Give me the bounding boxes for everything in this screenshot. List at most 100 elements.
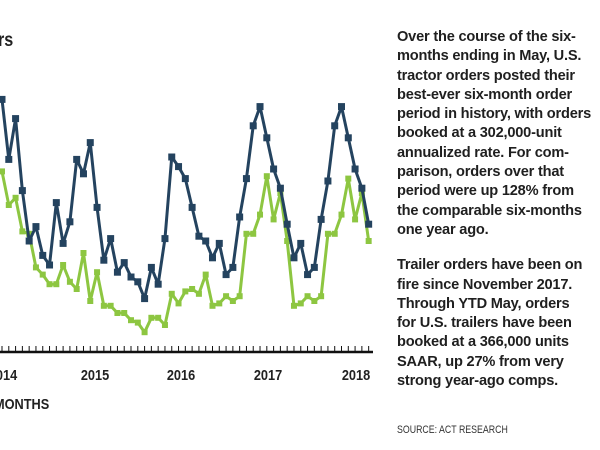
data-point-series-2 xyxy=(155,314,162,321)
data-point-series-2 xyxy=(114,310,121,316)
data-point-series-2 xyxy=(5,202,12,208)
chart-title-fragment: rs xyxy=(0,30,14,51)
data-point-series-2 xyxy=(250,230,257,237)
commentary-column: Over the course of the six-months ending… xyxy=(397,28,600,391)
data-point-series-1 xyxy=(141,295,149,303)
data-point-series-1 xyxy=(188,203,196,211)
text-line: annualized rate. For com- xyxy=(397,144,569,161)
data-point-series-1 xyxy=(59,239,67,247)
x-tick-label: 2014 xyxy=(0,366,17,383)
data-point-series-2 xyxy=(338,211,345,218)
data-point-series-1 xyxy=(46,261,54,269)
data-point-series-2 xyxy=(0,168,5,175)
data-point-series-2 xyxy=(19,228,26,235)
x-tick-label: 2016 xyxy=(167,366,196,383)
data-point-series-2 xyxy=(297,300,304,307)
data-point-series-1 xyxy=(283,220,291,228)
data-point-series-1 xyxy=(351,165,359,173)
data-point-series-1 xyxy=(134,278,142,286)
text-line: booked at a 366,000 units xyxy=(397,334,569,351)
data-point-series-2 xyxy=(216,300,223,307)
data-point-series-2 xyxy=(284,238,291,244)
data-point-series-2 xyxy=(202,271,209,278)
data-point-series-1 xyxy=(229,263,237,271)
data-point-series-1 xyxy=(120,259,128,267)
data-point-series-1 xyxy=(236,213,244,221)
data-point-series-1 xyxy=(202,237,210,245)
data-point-series-1 xyxy=(290,254,298,262)
data-point-series-2 xyxy=(168,290,175,297)
data-point-series-1 xyxy=(331,122,339,130)
data-point-series-1 xyxy=(154,280,162,288)
data-point-series-2 xyxy=(87,298,94,304)
data-point-series-1 xyxy=(32,223,40,231)
data-point-series-1 xyxy=(242,175,250,183)
text-line: best-ever six-month order xyxy=(397,86,573,103)
data-point-series-2 xyxy=(345,175,352,182)
data-point-series-2 xyxy=(53,281,60,288)
text-line: period in history, with orders xyxy=(397,106,592,123)
data-point-series-2 xyxy=(257,211,264,218)
text-line: Over the course of the six- xyxy=(397,29,576,45)
line-chart: 2014 2015 2016 2017 2018 xyxy=(0,95,373,383)
data-point-series-1 xyxy=(86,139,94,147)
data-point-series-2 xyxy=(141,329,148,336)
data-point-series-2 xyxy=(175,300,182,307)
data-point-series-2 xyxy=(161,322,168,328)
data-point-series-2 xyxy=(73,286,80,292)
data-point-series-2 xyxy=(318,293,325,300)
data-point-series-1 xyxy=(317,215,325,223)
paragraph-tractor-orders: Over the course of the six-months ending… xyxy=(397,28,600,240)
text-line: parison, orders over that xyxy=(397,164,564,181)
text-line: tractor orders posted their xyxy=(397,67,575,84)
text-line: booked at a 302,000-unit xyxy=(397,125,562,142)
data-point-series-2 xyxy=(331,230,338,237)
data-point-series-1 xyxy=(222,271,230,279)
data-point-series-1 xyxy=(249,122,257,130)
data-point-series-1 xyxy=(297,239,305,247)
data-point-series-1 xyxy=(107,235,115,243)
text-line: the comparable six-months xyxy=(397,202,582,219)
text-line: strong year-ago comps. xyxy=(397,373,559,390)
data-point-series-2 xyxy=(270,216,277,223)
data-point-series-1 xyxy=(215,239,223,247)
data-point-series-1 xyxy=(5,155,13,163)
data-point-series-2 xyxy=(148,314,155,321)
source-note: SOURCE: ACT RESEARCH xyxy=(397,424,508,436)
series-line-2 xyxy=(0,171,371,334)
data-point-series-2 xyxy=(60,262,67,268)
data-point-series-2 xyxy=(324,230,331,237)
data-point-series-2 xyxy=(128,317,135,324)
data-point-series-1 xyxy=(310,263,318,271)
data-point-series-1 xyxy=(18,187,26,195)
data-point-series-1 xyxy=(52,199,60,207)
data-point-series-1 xyxy=(338,103,345,111)
data-point-series-1 xyxy=(79,170,87,178)
data-point-series-1 xyxy=(263,134,271,142)
data-point-series-1 xyxy=(324,177,332,185)
data-point-series-1 xyxy=(175,163,183,171)
data-point-series-2 xyxy=(182,288,189,295)
data-point-series-2 xyxy=(12,194,19,201)
text-line: months ending in May, U.S. xyxy=(397,48,582,65)
x-axis-label: MONTHS xyxy=(0,396,50,413)
x-tick-label: 2018 xyxy=(342,366,371,383)
data-point-series-1 xyxy=(25,237,33,245)
data-point-series-2 xyxy=(304,293,311,300)
data-point-series-1 xyxy=(344,134,352,142)
data-point-series-2 xyxy=(263,173,270,180)
data-point-series-2 xyxy=(229,298,236,304)
data-point-series-1 xyxy=(365,220,373,228)
text-line: for U.S. trailers have been xyxy=(397,315,572,332)
data-point-series-2 xyxy=(107,302,114,309)
data-point-series-2 xyxy=(209,302,216,309)
data-point-series-1 xyxy=(208,254,216,262)
data-point-series-2 xyxy=(290,302,297,309)
x-tick-label: 2015 xyxy=(81,366,110,383)
data-point-series-1 xyxy=(195,232,203,240)
data-point-series-2 xyxy=(236,293,243,300)
text-line: SAAR, up 27% from very xyxy=(397,353,564,370)
data-point-series-1 xyxy=(181,175,189,183)
data-point-series-1 xyxy=(66,218,74,226)
x-tick-label: 2017 xyxy=(254,366,283,383)
